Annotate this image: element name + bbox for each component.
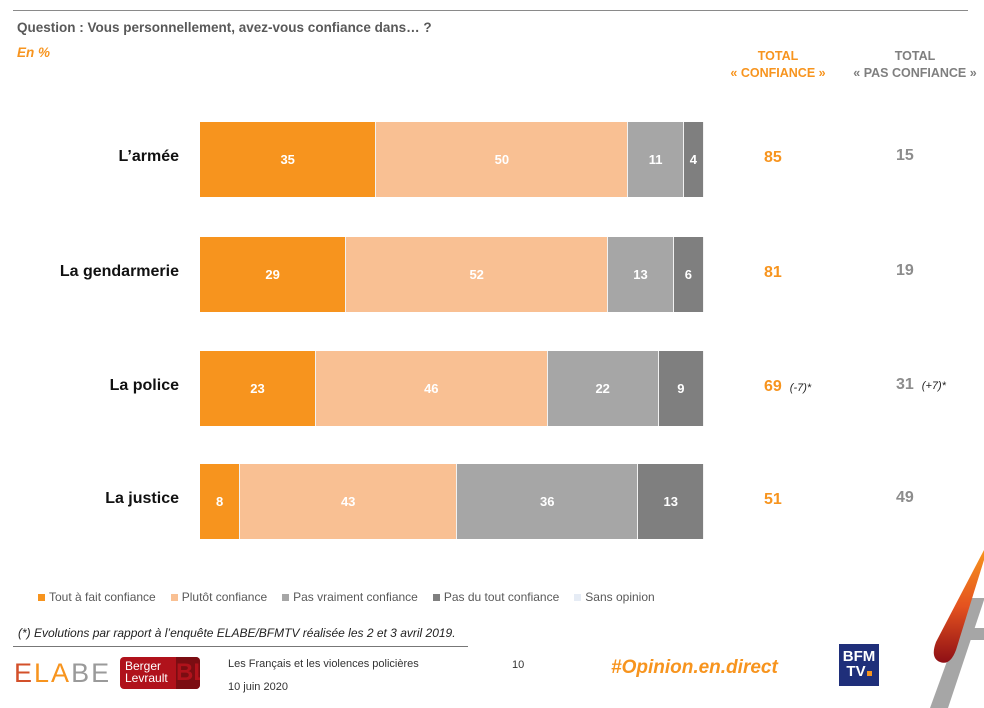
orange-slash-shape <box>933 550 984 663</box>
total-pas-confiance-header: TOTAL « PAS CONFIANCE » <box>846 48 984 82</box>
chart-title: Question : Vous personnellement, avez-vo… <box>17 20 432 35</box>
bar-row: 8 43 36 13 <box>200 464 704 539</box>
bar-row: 23 46 22 9 <box>200 351 704 426</box>
page-number: 10 <box>512 659 525 671</box>
legend-item: Plutôt confiance <box>170 590 268 604</box>
bfmtv-logo: BFM TV <box>839 644 879 686</box>
category-label: La justice <box>105 490 179 507</box>
bar-segment: 11 <box>628 122 684 197</box>
bar-segment: 13 <box>638 464 704 539</box>
berger-text-line2: Levrault <box>125 671 168 685</box>
bar-segment: 50 <box>376 122 629 197</box>
category-label: La gendarmerie <box>59 263 179 280</box>
legend: Tout à fait confiance Plutôt confiance Pas… <box>38 590 670 604</box>
document-title: Les Français et les violences policières <box>228 658 419 670</box>
berger-levrault-logo: Berger Levrault BL <box>120 657 200 689</box>
gray-slash-shape <box>930 598 984 708</box>
legend-label: Pas vraiment confiance <box>293 590 418 604</box>
legend-item: Tout à fait confiance <box>38 590 156 604</box>
legend-swatch <box>170 593 178 601</box>
legend-swatch <box>574 593 582 601</box>
total-confiance-header-line2: « CONFIANCE » <box>730 66 826 80</box>
unit-label: En % <box>17 45 51 60</box>
legend-label: Sans opinion <box>585 590 655 604</box>
elabe-letter: B <box>71 658 92 688</box>
gray-bar-shape <box>958 628 984 640</box>
elabe-logo-text: ELABE <box>14 658 111 688</box>
bar-segment: 9 <box>658 351 704 426</box>
total-pas-confiance-value: 19 <box>896 262 914 279</box>
bar-row: 29 52 13 6 <box>200 237 704 312</box>
bar-segment: 43 <box>240 464 458 539</box>
evolution-label: (-7)* <box>789 382 812 394</box>
top-divider <box>13 10 968 11</box>
bar-segment: 46 <box>315 351 548 426</box>
total-pas-confiance-value: 15 <box>896 147 914 164</box>
elabe-letter: L <box>34 658 52 688</box>
bar-segment: 23 <box>200 351 316 426</box>
elabe-letter: E <box>91 658 112 688</box>
bar-segment: 36 <box>457 464 639 539</box>
tv-text: TV <box>846 663 866 680</box>
total-pas-confiance-header-line2: « PAS CONFIANCE » <box>853 66 977 80</box>
legend-label: Pas du tout confiance <box>443 590 560 604</box>
legend-swatch <box>282 593 290 601</box>
bfm-text: BFM <box>842 648 876 665</box>
berger-levrault-mark: BL <box>176 657 200 689</box>
bfm-dot-icon <box>866 671 872 676</box>
decorative-slash-logo <box>930 550 984 708</box>
total-confiance-value: 51 <box>764 491 782 508</box>
legend-swatch <box>38 593 45 601</box>
total-confiance-header-line1: TOTAL <box>757 49 799 63</box>
elabe-letter: A <box>51 658 72 688</box>
elabe-letter: E <box>14 658 35 688</box>
footer-divider <box>13 646 468 647</box>
total-confiance-value: 85 <box>764 149 782 166</box>
bar-segment: 6 <box>673 237 704 312</box>
total-pas-confiance-value: 49 <box>896 489 914 506</box>
legend-swatch <box>432 593 440 601</box>
legend-label: Plutôt confiance <box>181 590 268 604</box>
elabe-logo: ELABE <box>14 658 111 689</box>
berger-text-line1: Berger <box>125 659 162 673</box>
bar-segment: 13 <box>608 237 674 312</box>
bar-segment: 29 <box>200 237 347 312</box>
bar-segment: 35 <box>200 122 377 197</box>
evolution-label: (+7)* <box>921 380 946 392</box>
bar-segment: 8 <box>200 464 241 539</box>
total-pas-confiance-header-line1: TOTAL <box>894 49 936 63</box>
bar-segment: 52 <box>346 237 609 312</box>
total-pas-confiance-value: 31 (+7)* <box>896 376 946 393</box>
total-confiance-header: TOTAL « CONFIANCE » <box>722 48 834 82</box>
footnote: (*) Evolutions par rapport à l’enquête E… <box>18 626 456 640</box>
legend-item: Pas vraiment confiance <box>282 590 418 604</box>
bar-segment: 22 <box>547 351 659 426</box>
berger-levrault-text: Berger Levrault <box>125 660 168 684</box>
legend-label: Tout à fait confiance <box>49 590 156 604</box>
total-confiance-value: 69 (-7)* <box>764 378 812 395</box>
legend-item: Pas du tout confiance <box>432 590 560 604</box>
legend-item: Sans opinion <box>574 590 655 604</box>
bar-segment: 4 <box>683 122 704 197</box>
document-date: 10 juin 2020 <box>228 681 288 693</box>
bar-row: 35 50 11 4 <box>200 122 704 197</box>
category-label: La police <box>109 377 179 394</box>
hashtag: #Opinion.en.direct <box>611 657 778 678</box>
category-label: L’armée <box>118 148 179 165</box>
total-confiance-value: 81 <box>764 264 782 281</box>
